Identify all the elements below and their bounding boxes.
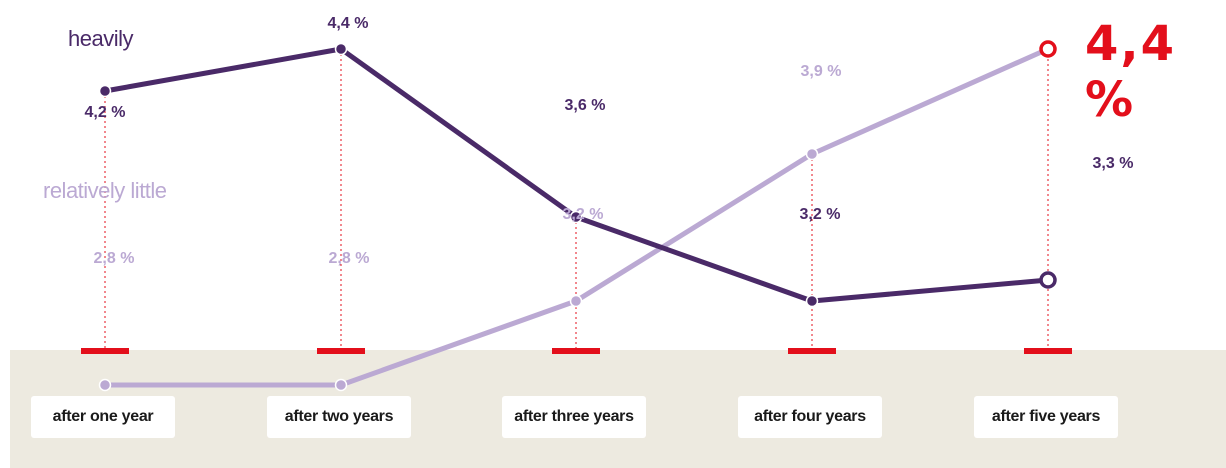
legend-relatively-little: relatively little [43,178,167,203]
data-label-relatively-little: 2,8 % [329,250,370,267]
category-tick [552,348,600,354]
legend-heavily: heavily [68,26,133,51]
data-point-end-heavily [1039,271,1057,289]
category-label: after five years [974,396,1118,438]
category-label: after four years [738,396,882,438]
data-point-heavily [569,210,583,224]
data-label-relatively-little: 3,2 % [563,206,604,223]
category-tick [1024,348,1072,354]
data-point-relatively-little [805,147,819,161]
category-tick [317,348,365,354]
data-point-relatively-little [569,294,583,308]
data-point-heavily [334,42,348,56]
data-label-heavily: 4,2 % [85,104,126,121]
data-point-relatively-little [334,378,348,392]
data-point-heavily [805,294,819,308]
category-label: after three years [502,396,646,438]
data-point-relatively-little [98,378,112,392]
category-label: after one year [31,396,175,438]
data-label-heavily: 3,2 % [800,206,841,223]
highlight-value: 4,4 % [1085,16,1177,128]
category-tick [788,348,836,354]
category-label: after two years [267,396,411,438]
data-label-relatively-little: 2,8 % [94,250,135,267]
category-tick [81,348,129,354]
data-label-heavily: 3,3 % [1093,155,1134,172]
data-label-relatively-little: 3,9 % [801,63,842,80]
data-label-heavily: 4,4 % [328,15,369,32]
data-point-end-relatively-little [1039,40,1057,58]
data-point-heavily [98,84,112,98]
data-label-heavily: 3,6 % [565,97,606,114]
